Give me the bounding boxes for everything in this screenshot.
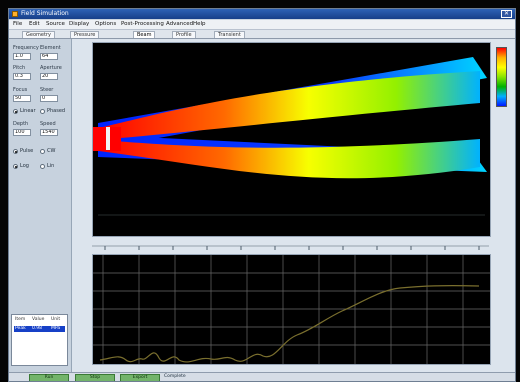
phased-radio[interactable] [40, 109, 45, 114]
linear-radio[interactable] [13, 109, 18, 114]
menu-help[interactable]: Help [193, 21, 206, 27]
menu-bar: File Edit Source Display Options Post-Pr… [9, 20, 515, 30]
color-scale-icon [496, 47, 507, 107]
phased-radio-label: Phased [47, 108, 66, 114]
results-header-value: Value [32, 317, 45, 322]
tab-pressure[interactable]: Pressure [70, 31, 100, 38]
aperture-field[interactable]: 20 [40, 73, 58, 80]
tab-row: Geometry Pressure Beam Profile Transient [9, 30, 515, 39]
tab-profile[interactable]: Profile [172, 31, 196, 38]
menu-advanced[interactable]: Advanced [166, 21, 194, 27]
steer-field[interactable]: 0 [40, 95, 58, 102]
pulse-radio[interactable] [13, 149, 18, 154]
selected-unit: MPa [51, 326, 61, 331]
menu-source[interactable]: Source [46, 21, 65, 27]
tab-geometry[interactable]: Geometry [22, 31, 55, 38]
log-radio-label: Log [20, 163, 29, 169]
tab-transient[interactable]: Transient [214, 31, 245, 38]
speed-field[interactable]: 1540 [40, 129, 58, 136]
element-field[interactable]: 64 [40, 53, 58, 60]
selected-value: 0.98 [32, 326, 43, 331]
results-header-unit: Unit [51, 317, 61, 322]
app-window: Field Simulation ✕ File Edit Source Disp… [8, 8, 516, 382]
steer-label: Steer [40, 87, 54, 93]
cw-radio-label: CW [47, 148, 56, 154]
beam-plot-axis [92, 237, 489, 250]
aperture-label: Aperture [40, 65, 62, 71]
results-selected-row[interactable]: Peak 0.98 MPa [14, 326, 65, 332]
depth-label: Depth [13, 121, 29, 127]
beam-field-plot[interactable] [92, 42, 491, 237]
menu-edit[interactable]: Edit [29, 21, 40, 27]
profile-plot[interactable] [92, 254, 491, 365]
linear-radio-label: Linear [20, 108, 36, 114]
status-message: Complete [164, 374, 186, 379]
frequency-label: Frequency [13, 45, 39, 51]
title-bar: Field Simulation ✕ [9, 9, 515, 19]
pitch-field[interactable]: 0.3 [13, 73, 31, 80]
lin-radio[interactable] [40, 164, 45, 169]
run-button[interactable]: Run [29, 374, 69, 381]
log-radio[interactable] [13, 164, 18, 169]
plot-area [72, 39, 515, 381]
close-button[interactable]: ✕ [501, 10, 512, 18]
menu-post-processing[interactable]: Post-Processing [121, 21, 164, 27]
lin-radio-label: Lin [47, 163, 55, 169]
menu-file[interactable]: File [13, 21, 23, 27]
cw-radio[interactable] [40, 149, 45, 154]
selected-item: Peak [15, 326, 26, 331]
parameter-panel: Frequency 1.0 Element 64 Pitch 0.3 Apert… [9, 39, 72, 381]
focus-field[interactable]: 50 [13, 95, 31, 102]
pulse-radio-label: Pulse [20, 148, 34, 154]
menu-display[interactable]: Display [69, 21, 90, 27]
status-bar: Run Stop Export Complete [9, 372, 515, 381]
profile-line-image [93, 255, 490, 364]
focus-label: Focus [13, 87, 28, 93]
element-label: Element [40, 45, 61, 51]
tab-beam[interactable]: Beam [133, 31, 156, 38]
export-button[interactable]: Export [120, 374, 160, 381]
depth-field[interactable]: 100 [13, 129, 31, 136]
beam-field-image [93, 43, 490, 236]
speed-label: Speed [40, 121, 56, 127]
app-icon [12, 11, 18, 17]
pitch-label: Pitch [13, 65, 26, 71]
results-list[interactable]: Item Value Unit Peak 0.98 MPa [11, 314, 68, 366]
frequency-field[interactable]: 1.0 [13, 53, 31, 60]
results-header-item: Item [15, 317, 26, 322]
window-title: Field Simulation [21, 10, 69, 17]
menu-options[interactable]: Options [95, 21, 117, 27]
stop-button[interactable]: Stop [75, 374, 115, 381]
